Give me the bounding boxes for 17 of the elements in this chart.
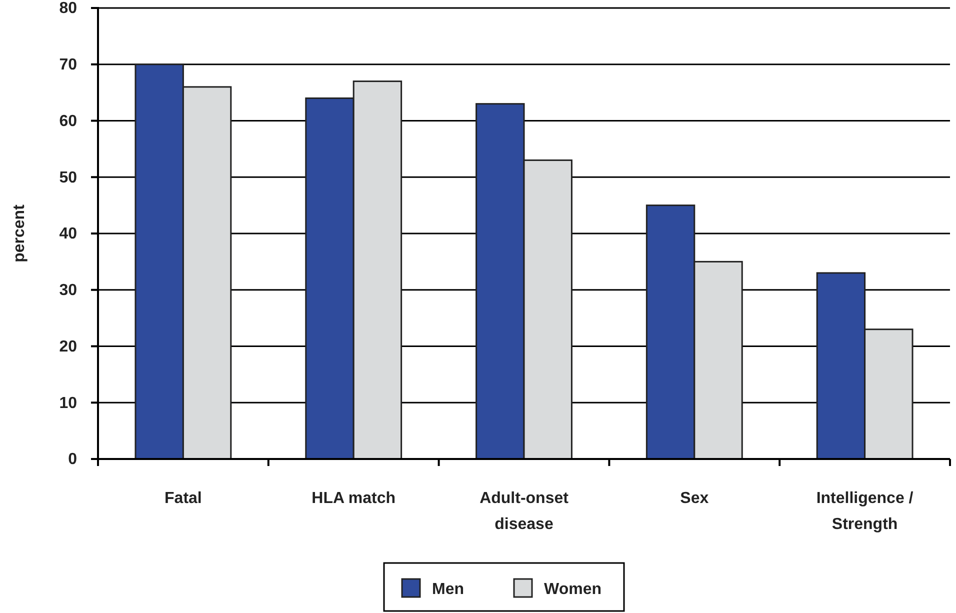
y-tick-label: 10 (59, 394, 78, 412)
y-tick-label: 80 (59, 0, 78, 18)
x-tick-label: Fatal (164, 490, 202, 507)
x-tick-label: Sex (680, 490, 709, 507)
legend-label: Men (432, 581, 464, 598)
y-tick-label: 40 (59, 226, 78, 243)
y-tick-label: 20 (59, 338, 78, 356)
y-tick-label: 60 (59, 112, 78, 130)
y-axis-title: percent (11, 204, 28, 262)
x-tick-label: Adult-onset disease (480, 490, 570, 533)
y-tick-label: 70 (59, 56, 78, 74)
y-tick-label: 30 (59, 282, 78, 299)
x-tick-label: HLA match (312, 490, 396, 507)
y-tick-label: 50 (59, 169, 78, 186)
y-tick-label: 0 (68, 451, 78, 468)
legend-label: Women (544, 581, 602, 598)
x-tick-label: Intelligence / Strength (816, 490, 914, 533)
